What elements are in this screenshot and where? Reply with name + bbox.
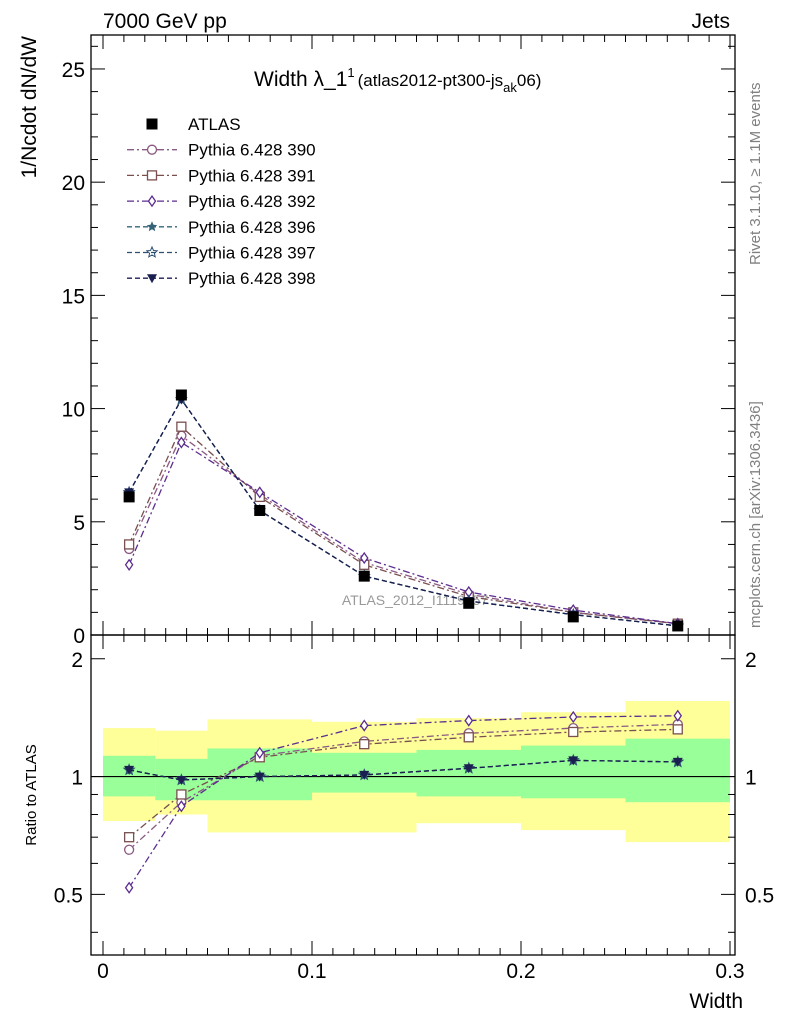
uncertainty-band-inner (521, 745, 626, 799)
ratio-point (359, 739, 370, 750)
data-point (123, 539, 135, 550)
legend-entry: Pythia 6.428 392 (127, 192, 316, 211)
ratio-series-p392 (124, 709, 683, 894)
uncertainty-band-inner (625, 738, 730, 803)
legend-label: Pythia 6.428 390 (188, 141, 316, 160)
data-point (463, 597, 475, 609)
legend-marker (147, 194, 157, 208)
ratio-point (359, 719, 369, 732)
ratio-y-tick-label: 0.5 (54, 884, 83, 907)
y-tick-label: 0 (73, 625, 85, 648)
data-point (176, 421, 187, 432)
ratio-point (359, 770, 370, 780)
ratio-panel: 0.5 0.5 1 1 2 2 0 0.1 0.2 0.3 (54, 634, 774, 983)
ratio-point (672, 724, 683, 735)
ratio-y-tick-label: 1 (71, 767, 83, 790)
ratio-point (568, 726, 579, 738)
legend-entry: Pythia 6.428 397 (127, 244, 316, 263)
legend-marker (145, 245, 159, 258)
ratio-point (124, 881, 134, 894)
data-point (177, 436, 186, 449)
ratio-point (568, 710, 578, 724)
data-point (254, 504, 266, 516)
ratio-point (672, 757, 683, 767)
analysis-watermark: ATLAS_2012_I1119557 (342, 592, 489, 608)
y-tick-label: 5 (73, 512, 85, 535)
main-y-axis-label: 1/Ncdot dN/dW (18, 36, 41, 179)
legend-label: Pythia 6.428 397 (188, 244, 316, 263)
ratio-point (568, 756, 579, 766)
legend-marker (146, 170, 158, 181)
ratio-point (255, 746, 265, 759)
ratio-point (176, 789, 187, 800)
ratio-point (463, 764, 474, 774)
y-tick-label: 20 (62, 172, 85, 195)
legend-marker (146, 221, 158, 232)
legend-label: Pythia 6.428 398 (188, 269, 316, 288)
ratio-y-tick-label: 2 (71, 649, 83, 672)
ratio-point (123, 844, 135, 855)
data-point (255, 486, 265, 499)
data-point (672, 620, 684, 632)
legend-entry: Pythia 6.428 391 (127, 166, 316, 185)
data-point (175, 389, 187, 401)
ratio-y-axis-label: Ratio to ATLAS (23, 744, 40, 845)
plot-title: Width λ_11 (atlas2012-pt300-jsak06) (254, 65, 541, 95)
ratio-point (463, 732, 474, 743)
legend-entry: Pythia 6.428 398 (127, 269, 316, 288)
ratio-y-tick-label-right: 0.5 (745, 884, 774, 907)
mcplots-label: mcplots.cern.ch [arXiv:1306.3436] (747, 401, 764, 628)
legend-entry: ATLAS (146, 115, 241, 134)
data-point (359, 551, 369, 565)
ratio-point (123, 832, 135, 843)
x-tick-label: 0 (97, 960, 109, 983)
y-tick-label: 15 (62, 285, 85, 308)
header-left: 7000 GeV pp (103, 10, 227, 33)
legend-marker (146, 118, 158, 130)
main-panel: 0 5 10 15 20 25 Width λ_11 (atlas2012-pt300-jsa… (62, 34, 736, 648)
legend-marker (146, 144, 158, 155)
data-point (567, 611, 579, 623)
rivet-version-label: Rivet 3.1.10, ≥ 1.1M events (747, 83, 764, 266)
legend-entry: Pythia 6.428 396 (127, 218, 316, 237)
ratio-plot-frame (90, 634, 736, 956)
ratio-y-tick-label-right: 1 (745, 767, 757, 790)
data-point (124, 558, 134, 571)
x-axis-label: Width (689, 990, 743, 1013)
ratio-point (464, 714, 474, 727)
data-point (123, 491, 135, 503)
ratio-point (124, 765, 135, 775)
ratio-point (177, 800, 186, 813)
x-tick-label: 0.3 (715, 960, 744, 983)
x-tick-label: 0.2 (506, 960, 535, 983)
x-tick-label: 0.1 (297, 960, 326, 983)
header-right: Jets (691, 10, 730, 33)
legend-entry: Pythia 6.428 390 (127, 141, 316, 160)
data-point (358, 570, 370, 582)
series-data (123, 389, 684, 632)
ratio-point (254, 772, 265, 782)
legend-label: ATLAS (188, 115, 241, 134)
ratio-series-p398 (124, 756, 683, 785)
legend: ATLAS Pythia 6.428 390 Pythia 6.428 391 Pyt… (127, 115, 316, 288)
ratio-point (673, 709, 683, 722)
ratio-y-tick-label-right: 2 (745, 649, 757, 672)
legend-label: Pythia 6.428 392 (188, 192, 316, 211)
ratio-point (176, 775, 187, 785)
legend-marker (147, 274, 157, 284)
legend-label: Pythia 6.428 396 (188, 218, 316, 237)
y-tick-label: 10 (62, 399, 85, 422)
legend-label: Pythia 6.428 391 (188, 166, 316, 185)
y-tick-label: 25 (62, 59, 85, 82)
